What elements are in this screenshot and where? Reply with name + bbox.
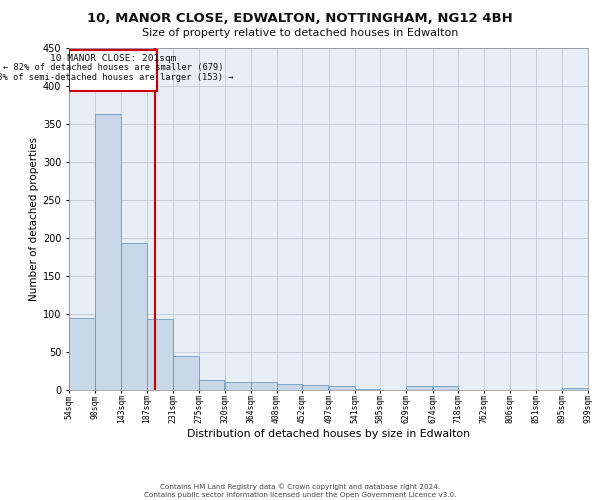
Text: ← 82% of detached houses are smaller (679): ← 82% of detached houses are smaller (67… bbox=[3, 64, 223, 72]
Text: Contains HM Land Registry data © Crown copyright and database right 2024.
Contai: Contains HM Land Registry data © Crown c… bbox=[144, 484, 456, 498]
Bar bbox=[121, 243, 147, 390]
Bar bbox=[69, 318, 95, 390]
Bar bbox=[329, 386, 355, 390]
Bar bbox=[199, 380, 224, 390]
Bar bbox=[69, 50, 157, 91]
Text: 10, MANOR CLOSE, EDWALTON, NOTTINGHAM, NG12 4BH: 10, MANOR CLOSE, EDWALTON, NOTTINGHAM, N… bbox=[87, 12, 513, 26]
Text: 10 MANOR CLOSE: 201sqm: 10 MANOR CLOSE: 201sqm bbox=[50, 54, 176, 62]
Bar bbox=[406, 386, 432, 390]
Bar bbox=[147, 319, 173, 390]
X-axis label: Distribution of detached houses by size in Edwalton: Distribution of detached houses by size … bbox=[187, 429, 470, 439]
Bar bbox=[433, 386, 458, 390]
Bar bbox=[302, 386, 328, 390]
Bar bbox=[95, 114, 121, 390]
Text: Size of property relative to detached houses in Edwalton: Size of property relative to detached ho… bbox=[142, 28, 458, 38]
Bar bbox=[251, 382, 277, 390]
Text: 18% of semi-detached houses are larger (153) →: 18% of semi-detached houses are larger (… bbox=[0, 72, 234, 82]
Bar bbox=[277, 384, 302, 390]
Bar bbox=[355, 389, 380, 390]
Bar bbox=[225, 382, 251, 390]
Bar bbox=[173, 356, 199, 390]
Bar bbox=[562, 388, 588, 390]
Y-axis label: Number of detached properties: Number of detached properties bbox=[29, 136, 38, 301]
